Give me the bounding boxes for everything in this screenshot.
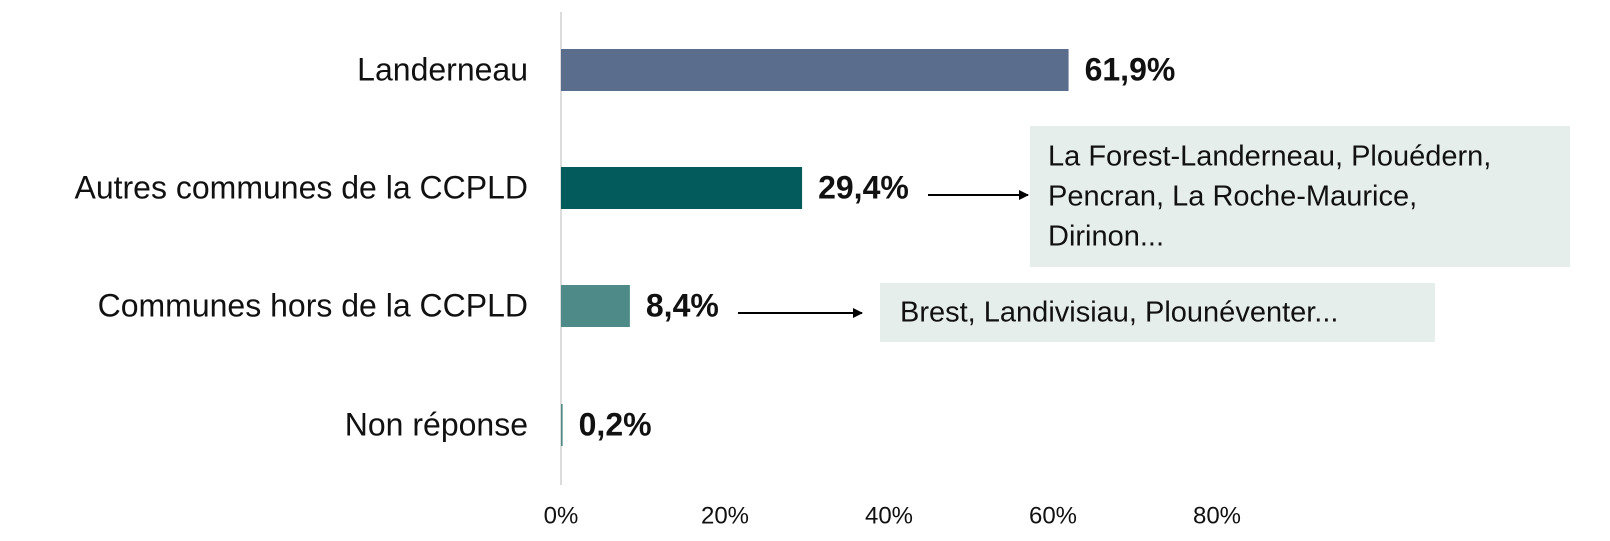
x-tick-label: 40%	[865, 502, 913, 529]
annotation-text: Pencran, La Roche-Maurice,	[1048, 181, 1417, 213]
value-label: 61,9%	[1085, 51, 1176, 87]
annotation-text: Dirinon...	[1048, 221, 1164, 253]
annotation-box	[1030, 126, 1570, 267]
x-tick-label: 60%	[1029, 502, 1077, 529]
annotation-box	[880, 283, 1435, 342]
category-label: Autres communes de la CCPLD	[74, 169, 528, 205]
bar	[561, 285, 630, 327]
x-tick-label: 20%	[701, 502, 749, 529]
category-label: Non réponse	[345, 406, 528, 442]
bar	[561, 49, 1069, 91]
bar	[561, 404, 563, 446]
value-label: 8,4%	[646, 287, 719, 323]
x-tick-label: 80%	[1193, 502, 1241, 529]
annotation-text: La Forest-Landerneau, Plouédern,	[1048, 141, 1491, 173]
x-tick-label: 0%	[544, 502, 579, 529]
bar	[561, 167, 803, 209]
annotation-text: Brest, Landivisiau, Plounéventer...	[900, 297, 1338, 329]
value-label: 0,2%	[579, 406, 652, 442]
category-label: Communes hors de la CCPLD	[98, 287, 528, 323]
value-label: 29,4%	[818, 169, 909, 205]
category-label: Landerneau	[357, 51, 528, 87]
